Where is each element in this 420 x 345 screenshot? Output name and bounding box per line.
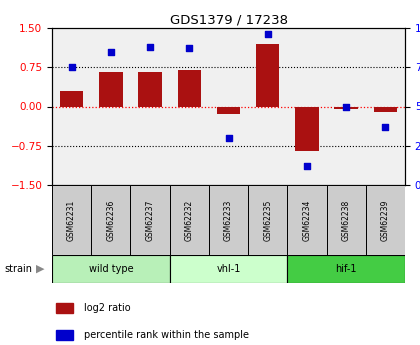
Point bbox=[264, 31, 271, 37]
Text: GSM62237: GSM62237 bbox=[146, 199, 155, 241]
Text: vhl-1: vhl-1 bbox=[216, 264, 241, 274]
Text: GSM62236: GSM62236 bbox=[106, 199, 116, 241]
Point bbox=[382, 124, 389, 130]
Text: GSM62234: GSM62234 bbox=[302, 199, 312, 241]
Text: ▶: ▶ bbox=[36, 264, 44, 274]
Bar bbox=[55, 329, 73, 339]
Text: strain: strain bbox=[4, 264, 32, 274]
Bar bbox=[52, 185, 91, 255]
Bar bbox=[327, 185, 366, 255]
Bar bbox=[55, 303, 73, 313]
Bar bbox=[374, 107, 397, 112]
Text: GSM62233: GSM62233 bbox=[224, 199, 233, 241]
Bar bbox=[295, 107, 319, 151]
Bar bbox=[256, 44, 279, 107]
Bar bbox=[287, 185, 327, 255]
Point bbox=[186, 46, 193, 51]
Point bbox=[108, 49, 114, 54]
Text: GSM62231: GSM62231 bbox=[67, 199, 76, 240]
Bar bbox=[170, 255, 287, 283]
Bar bbox=[178, 70, 201, 107]
Bar bbox=[60, 91, 84, 107]
Point bbox=[68, 65, 75, 70]
Text: GSM62232: GSM62232 bbox=[185, 199, 194, 240]
Bar bbox=[217, 107, 240, 114]
Bar bbox=[91, 185, 131, 255]
Bar bbox=[170, 185, 209, 255]
Text: GSM62239: GSM62239 bbox=[381, 199, 390, 241]
Bar bbox=[334, 107, 358, 109]
Text: hif-1: hif-1 bbox=[336, 264, 357, 274]
Title: GDS1379 / 17238: GDS1379 / 17238 bbox=[170, 14, 288, 27]
Bar bbox=[287, 255, 405, 283]
Point bbox=[343, 104, 349, 109]
Text: wild type: wild type bbox=[89, 264, 133, 274]
Text: GSM62235: GSM62235 bbox=[263, 199, 272, 241]
Bar bbox=[138, 72, 162, 107]
Bar bbox=[52, 255, 170, 283]
Bar bbox=[131, 185, 170, 255]
Point bbox=[147, 44, 153, 50]
Bar bbox=[209, 185, 248, 255]
Text: percentile rank within the sample: percentile rank within the sample bbox=[84, 329, 249, 339]
Text: GSM62238: GSM62238 bbox=[341, 199, 351, 240]
Point bbox=[304, 164, 310, 169]
Bar bbox=[366, 185, 405, 255]
Bar bbox=[248, 185, 287, 255]
Bar bbox=[99, 72, 123, 107]
Text: log2 ratio: log2 ratio bbox=[84, 303, 130, 313]
Point bbox=[225, 135, 232, 141]
